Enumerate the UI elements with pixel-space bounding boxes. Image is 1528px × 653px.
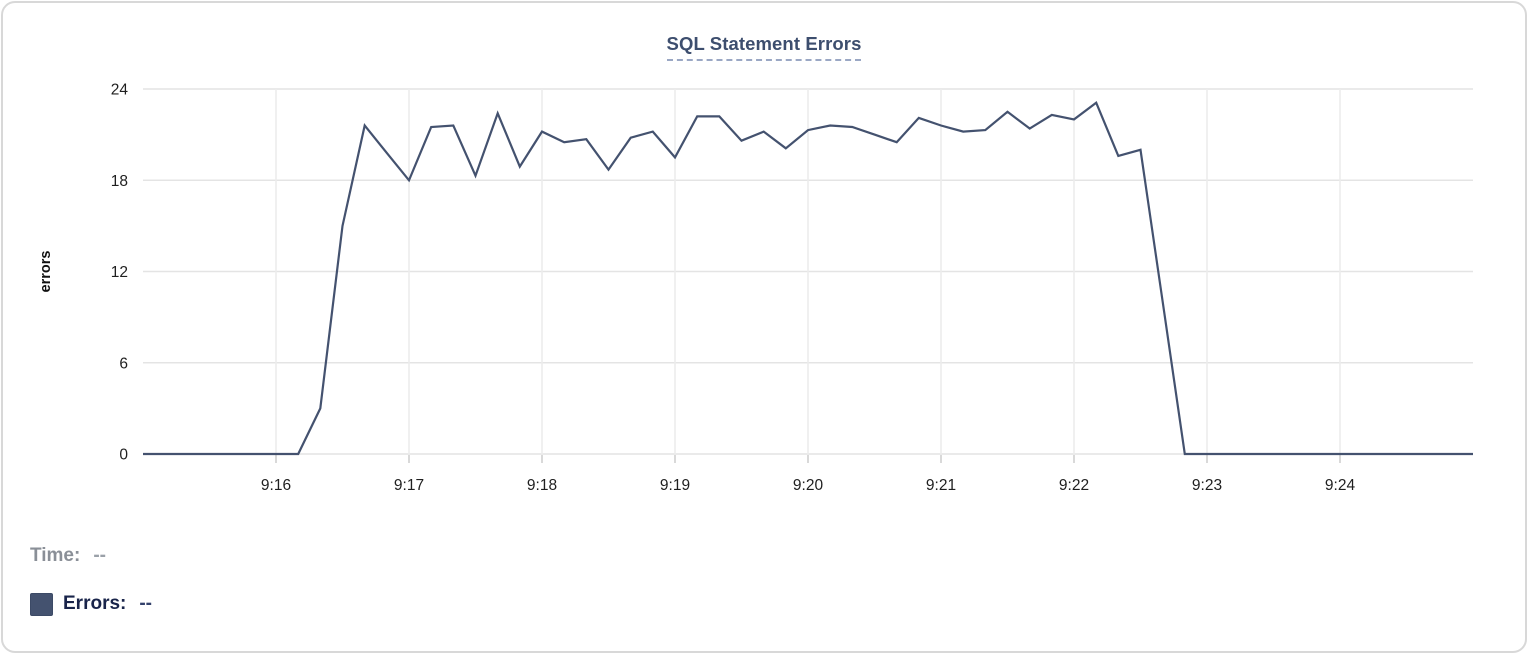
time-value: -- xyxy=(93,545,106,566)
y-tick-label: 6 xyxy=(119,355,128,372)
x-tick-label: 9:21 xyxy=(926,477,956,494)
x-tick-label: 9:18 xyxy=(527,477,557,494)
y-tick-label: 12 xyxy=(111,264,128,281)
chart-header: SQL Statement Errors xyxy=(3,33,1525,61)
hover-readout: Time: -- Errors: -- xyxy=(30,544,430,616)
errors-readout-row: Errors: -- xyxy=(30,592,430,616)
errors-series-swatch xyxy=(30,592,53,616)
y-tick-label: 18 xyxy=(111,173,128,190)
errors-label: Errors: xyxy=(63,593,127,614)
errors-line-series xyxy=(143,100,1473,456)
y-tick-label: 0 xyxy=(119,447,128,464)
sql-errors-line-chart[interactable]: 0 6 12 18 24 9:16 9:17 9:18 9:19 9:20 9:21 9:22 9:23… xyxy=(3,3,1528,503)
x-tick-label: 9:22 xyxy=(1059,477,1089,494)
y-axis-label: errors xyxy=(38,251,54,293)
x-tick-label: 9:19 xyxy=(660,477,690,494)
y-tick-label: 24 xyxy=(111,82,129,99)
chart-title[interactable]: SQL Statement Errors xyxy=(666,33,862,61)
errors-value: -- xyxy=(139,593,153,614)
time-readout-row: Time: -- xyxy=(30,544,430,568)
x-tick-label: 9:20 xyxy=(793,477,824,494)
time-label: Time: xyxy=(30,545,81,566)
x-tick-label: 9:16 xyxy=(261,477,291,494)
x-tick-label: 9:23 xyxy=(1192,477,1222,494)
x-tick-label: 9:17 xyxy=(394,477,424,494)
x-tick-label: 9:24 xyxy=(1325,477,1356,494)
